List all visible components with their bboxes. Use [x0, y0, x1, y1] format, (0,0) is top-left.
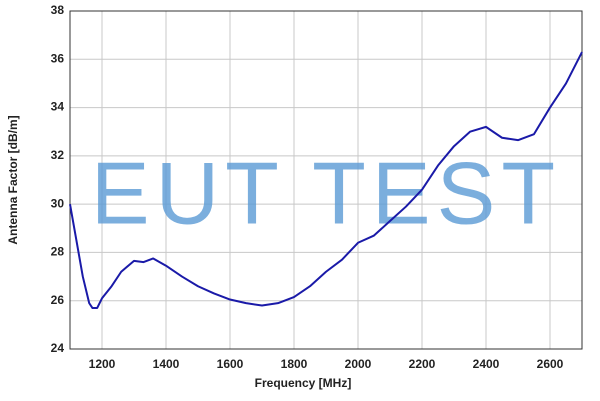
data-line [69, 51, 583, 309]
x-tick-label: 1400 [153, 357, 180, 371]
plot-frame [69, 10, 583, 350]
y-tick-label: 30 [51, 196, 65, 210]
x-axis-label: Frequency [MHz] [255, 376, 352, 390]
x-tick-label: 1800 [281, 357, 308, 371]
x-tick-label: 1600 [217, 357, 244, 371]
y-tick-label: 26 [51, 293, 65, 307]
y-tick-label: 34 [51, 100, 65, 114]
x-tick-label: 2000 [345, 357, 372, 371]
y-tick-label: 38 [51, 3, 65, 17]
y-tick-label: 28 [51, 245, 65, 259]
x-tick-label: 2600 [537, 357, 564, 371]
x-tick-label: 2400 [473, 357, 500, 371]
x-tick-label: 1200 [89, 357, 116, 371]
y-tick-label: 24 [51, 341, 65, 355]
y-axis-label: Antenna Factor [dB/m] [6, 115, 20, 244]
x-tick-label: 2200 [409, 357, 436, 371]
y-tick-label: 32 [51, 148, 65, 162]
y-tick-label: 36 [51, 51, 65, 65]
watermark: EUT TEST [91, 143, 561, 242]
